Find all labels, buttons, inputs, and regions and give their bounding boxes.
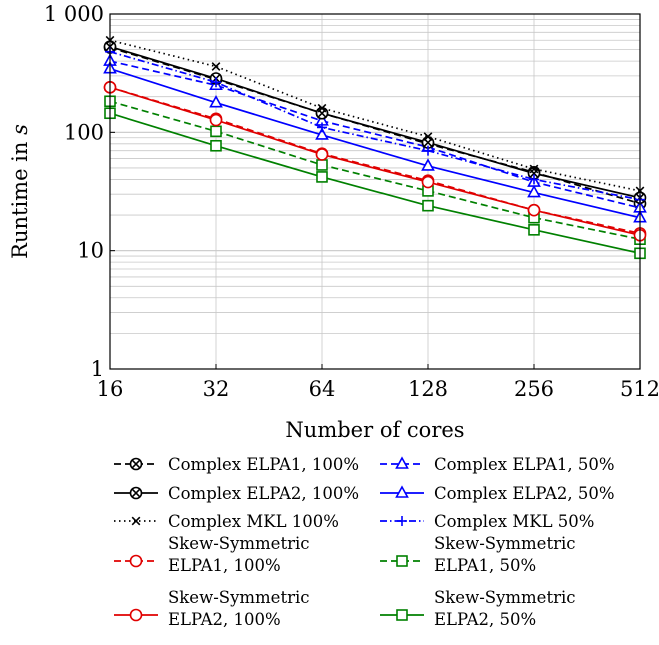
legend-label: Skew-Symmetric xyxy=(434,534,575,553)
series-9 xyxy=(103,81,647,242)
data-point xyxy=(317,103,327,113)
series-line xyxy=(109,50,641,201)
legend-entry: Skew-Symmetric ELPA1, 100% xyxy=(114,534,309,575)
legend-label: Complex MKL 100% xyxy=(168,512,339,531)
series-line xyxy=(109,67,641,219)
data-point xyxy=(529,164,539,174)
series-6 xyxy=(105,46,645,205)
data-point xyxy=(316,159,328,171)
legend-entry: Complex ELPA2, 100% xyxy=(114,484,359,503)
y-axis-title-unit: s xyxy=(8,124,32,135)
data-point xyxy=(315,106,329,120)
series-lines xyxy=(103,35,647,260)
data-point xyxy=(396,555,408,567)
legend-entry: Complex ELPA1, 100% xyxy=(114,455,359,474)
x-tick-label: 512 xyxy=(620,377,659,401)
x-axis-title: Number of cores xyxy=(285,418,464,442)
data-point xyxy=(396,609,408,621)
legend-label: Complex ELPA2, 100% xyxy=(168,484,359,503)
legend-label: ELPA2, 50% xyxy=(434,610,536,629)
data-point xyxy=(527,184,541,198)
x-tick-label: 64 xyxy=(309,377,336,401)
data-point xyxy=(129,457,143,471)
data-point xyxy=(421,175,435,189)
data-point xyxy=(129,608,143,622)
data-point xyxy=(211,77,221,88)
legend-entry: Skew-Symmetric ELPA2, 50% xyxy=(380,588,575,629)
series-8 xyxy=(104,95,646,245)
y-axis-title-prefix: Runtime in xyxy=(8,135,32,259)
legend-label: ELPA2, 100% xyxy=(168,610,281,629)
axis-ticks: 16 32 64 128 256 512 1 10 100 1 000 xyxy=(44,2,659,401)
series-2 xyxy=(103,53,647,213)
legend-label: Skew-Symmetric xyxy=(168,588,309,607)
data-point xyxy=(527,203,541,217)
series-line xyxy=(109,86,641,237)
data-point xyxy=(317,122,327,133)
x-tick-label: 16 xyxy=(97,377,124,401)
y-tick-label: 1 000 xyxy=(44,2,104,26)
legend-entry: Skew-Symmetric ELPA1, 50% xyxy=(380,534,575,575)
data-point xyxy=(421,158,435,171)
legend-label: ELPA1, 50% xyxy=(434,556,536,575)
data-point xyxy=(528,224,540,236)
legend-entry: Complex MKL 100% xyxy=(114,512,339,531)
data-point xyxy=(210,125,222,138)
legend-label: Complex ELPA2, 50% xyxy=(434,484,615,503)
legend: Complex ELPA1, 100% Complex ELPA1, 50% Com… xyxy=(114,455,615,629)
series-line xyxy=(109,112,641,255)
x-tick-label: 128 xyxy=(408,377,448,401)
data-point xyxy=(211,62,221,71)
series-1 xyxy=(103,41,647,210)
legend-label: Complex ELPA1, 100% xyxy=(168,455,359,474)
data-point xyxy=(423,132,433,141)
data-point xyxy=(316,171,328,183)
y-tick-label: 1 xyxy=(91,357,104,381)
data-point xyxy=(209,95,223,108)
data-point xyxy=(210,139,222,152)
series-10 xyxy=(104,107,646,260)
data-point xyxy=(129,486,143,500)
legend-label: Skew-Symmetric xyxy=(168,534,309,553)
series-line xyxy=(109,39,641,192)
y-tick-label: 100 xyxy=(64,120,104,144)
y-tick-label: 10 xyxy=(77,239,104,263)
data-point xyxy=(209,113,223,127)
data-point xyxy=(529,174,539,185)
legend-entry: Complex ELPA2, 50% xyxy=(380,484,615,503)
x-tick-label: 256 xyxy=(514,377,554,401)
legend-label: Complex MKL 50% xyxy=(434,512,594,531)
plot-frame xyxy=(109,13,641,370)
legend-entry: Skew-Symmetric ELPA2, 100% xyxy=(114,588,309,629)
data-point xyxy=(315,148,329,161)
y-axis-title: Runtime in s xyxy=(8,124,32,259)
series-line xyxy=(109,45,641,199)
data-point xyxy=(422,199,434,212)
data-point xyxy=(397,516,407,526)
series-5 xyxy=(105,35,645,196)
series-line xyxy=(109,86,641,235)
legend-entry: Complex MKL 50% xyxy=(380,512,594,531)
legend-entry: Complex ELPA1, 50% xyxy=(380,455,615,474)
legend-label: ELPA1, 100% xyxy=(168,556,281,575)
series-line xyxy=(109,60,641,209)
series-4 xyxy=(103,61,647,223)
data-point xyxy=(129,554,143,568)
data-point xyxy=(423,145,433,156)
data-point xyxy=(131,516,141,526)
data-point xyxy=(315,127,329,140)
data-point xyxy=(395,485,409,498)
legend-label: Skew-Symmetric xyxy=(434,588,575,607)
x-tick-label: 32 xyxy=(203,377,230,401)
series-line xyxy=(109,100,641,241)
data-point xyxy=(395,456,409,469)
legend-label: Complex ELPA1, 50% xyxy=(434,455,615,474)
